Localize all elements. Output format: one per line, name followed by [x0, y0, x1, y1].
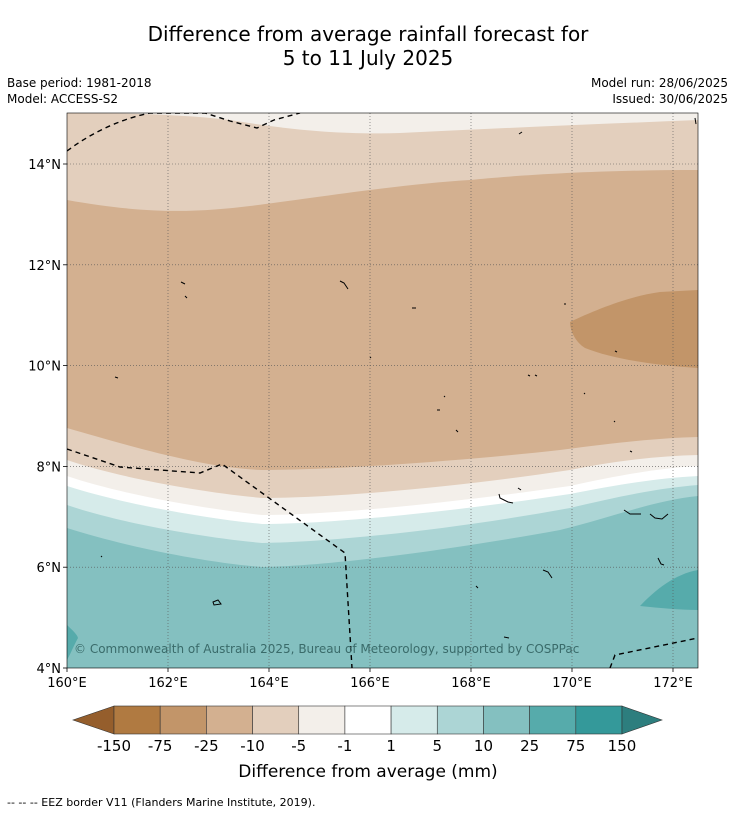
lon-tick-label: 168°E [451, 676, 491, 691]
model-name: Model: ACCESS-S2 [7, 92, 119, 106]
island [542, 569, 553, 579]
colorbar-tick-label: 10 [474, 737, 493, 755]
colorbar-segment [483, 705, 530, 735]
copyright-notice: © Commonwealth of Australia 2025, Bureau… [74, 642, 579, 656]
lat-tick-label: 10°N [28, 360, 61, 375]
band-m5-m1-north [67, 113, 698, 134]
colorbar-segment [390, 705, 438, 735]
lat-tick-label: 4°N [37, 662, 62, 677]
island [498, 493, 514, 504]
island [613, 420, 616, 423]
colorbar-tick-label: -25 [194, 737, 219, 755]
island [657, 557, 665, 566]
colorbar-segment [344, 705, 392, 735]
lat-tick-label: 6°N [37, 561, 62, 576]
map-frame [66, 112, 699, 669]
colorbar-segments [113, 705, 623, 735]
colorbar-segment [529, 705, 577, 735]
island [339, 280, 349, 290]
band-p10-p25 [67, 496, 698, 668]
meta-right: Model run: 28/06/2025 Issued: 30/06/2025 [591, 75, 728, 107]
colorbar-tick-label: -75 [148, 737, 173, 755]
island [629, 450, 633, 453]
colorbar-segment [206, 705, 253, 735]
colorbar-label: Difference from average (mm) [238, 762, 498, 782]
lon-tick-label: 172°E [653, 676, 693, 691]
model-run: Model run: 28/06/2025 [590, 76, 728, 90]
eez-border-southeast [609, 637, 698, 668]
island [180, 281, 186, 285]
colorbar-tick-labels: -150 -75 -25 -10 -5 -1 1 5 10 25 75 150 [97, 737, 636, 755]
latitude-ticks: 4°N 6°N 8°N 10°N 12°N 14°N [28, 158, 67, 677]
colorbar-tick-label: 5 [432, 737, 442, 755]
issued-date: Issued: 30/06/2025 [612, 92, 728, 106]
island [614, 350, 618, 353]
band-m10-m5-north [67, 113, 698, 211]
colorbar-segment [575, 705, 623, 735]
island [475, 585, 479, 589]
eez-border-north [67, 113, 301, 152]
island [518, 131, 523, 135]
meta-left: Base period: 1981-2018 Model: ACCESS-S2 [7, 75, 152, 107]
island [100, 555, 103, 558]
band-p25-p75-west [67, 625, 78, 660]
colorbar-tick-label: 150 [608, 737, 637, 755]
lon-tick-label: 160°E [47, 676, 87, 691]
colorbar-tick-label: -5 [291, 737, 306, 755]
colorbar-segment [252, 705, 300, 735]
colorbar-tick-label: 25 [520, 737, 539, 755]
islands [100, 117, 697, 639]
title-line-2: 5 to 11 July 2025 [282, 46, 454, 70]
band-m75-m25-patch [570, 290, 698, 368]
colorbar-tick-label: 75 [566, 737, 585, 755]
island [583, 392, 586, 395]
colorbar-segment [159, 705, 207, 735]
colorbar-tick-label: -10 [240, 737, 265, 755]
island [114, 376, 119, 379]
island [455, 429, 459, 433]
colorbar-segment [436, 705, 484, 735]
longitude-ticks: 160°E 162°E 164°E 166°E 168°E 170°E 172°E [47, 668, 693, 691]
colorbar: -150 -75 -25 -10 -5 -1 1 5 10 25 75 150 [72, 705, 663, 755]
band-p25-p75-east [640, 570, 698, 610]
island [527, 374, 538, 377]
island [443, 395, 446, 398]
gridlines [67, 113, 698, 668]
eez-border-marshall-south [67, 448, 353, 668]
island [694, 117, 697, 125]
title-line-1: Difference from average rainfall forecas… [147, 22, 589, 46]
contour-layer [67, 113, 698, 668]
map-title: Difference from average rainfall forecas… [0, 22, 736, 70]
island [184, 295, 188, 299]
island [212, 599, 222, 606]
eez-borders [67, 113, 698, 668]
lon-tick-label: 166°E [350, 676, 390, 691]
lat-tick-label: 14°N [28, 158, 61, 173]
colorbar-extend-low [72, 705, 115, 735]
footnote: -- -- -- EEZ border V11 (Flanders Marine… [7, 796, 316, 809]
colorbar-segment [298, 705, 346, 735]
island [369, 356, 372, 359]
island-atoll [623, 509, 641, 515]
colorbar-tick-label: -150 [97, 737, 131, 755]
island [503, 636, 510, 639]
lon-tick-label: 162°E [148, 676, 188, 691]
rainfall-map: 160°E 162°E 164°E 166°E 168°E 170°E 172°E 4°N 6… [28, 112, 699, 755]
base-period: Base period: 1981-2018 [7, 76, 152, 90]
lat-tick-label: 12°N [28, 259, 61, 274]
colorbar-tick-label: 1 [386, 737, 396, 755]
island-atoll [649, 513, 669, 520]
colorbar-tick-label: -1 [337, 737, 352, 755]
lat-tick-label: 8°N [37, 460, 62, 475]
colorbar-segment [113, 705, 161, 735]
island [517, 487, 522, 491]
lon-tick-label: 164°E [249, 676, 289, 691]
lon-tick-label: 170°E [552, 676, 592, 691]
colorbar-extend-high [621, 705, 663, 735]
